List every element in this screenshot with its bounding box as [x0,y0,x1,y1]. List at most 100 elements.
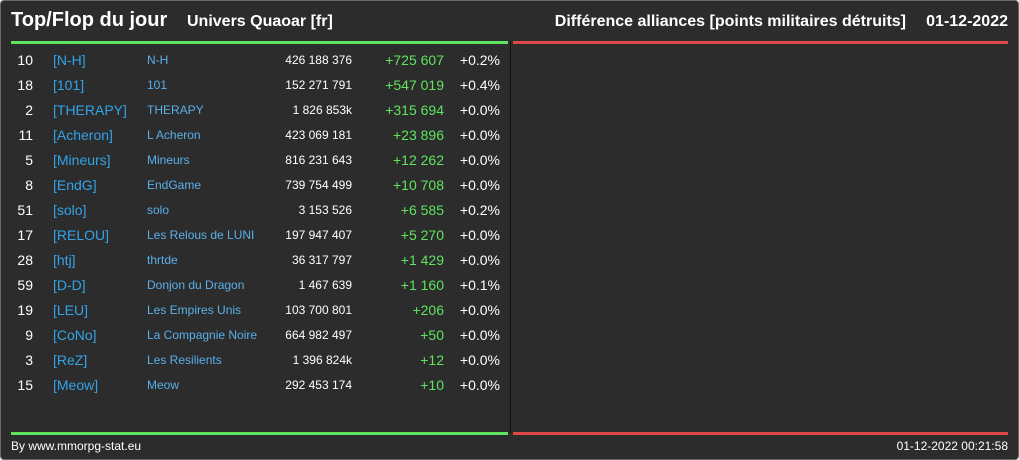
header: Top/Flop du jour Univers Quaoar [fr] Dif… [1,1,1018,41]
alliance-tag-link[interactable]: [EndG] [53,177,97,193]
alliance-delta-percent: +0.0% [459,177,500,193]
metric-label: Différence alliances [points militaires … [554,13,906,30]
alliance-delta-percent: +0.0% [459,302,500,318]
alliance-points: 152 271 791 [285,78,352,92]
alliance-tag-link[interactable]: [D-D] [53,277,86,293]
table-row: 28 [htj] thrtde 36 317 797 +1 429 +0.0% [1,248,510,273]
alliance-delta: +547 019 [385,77,444,93]
alliance-points: 1 826 853k [292,103,352,117]
alliance-delta: +23 896 [393,127,444,143]
alliance-delta: +1 429 [400,252,444,268]
alliance-name-link[interactable]: Meow [147,378,180,392]
alliance-name-link[interactable]: EndGame [147,178,202,192]
alliance-tag-link[interactable]: [CoNo] [53,327,97,343]
alliance-delta-percent: +0.0% [459,327,500,343]
alliance-points: 1 467 639 [298,278,352,292]
alliance-rank: 19 [17,302,33,318]
alliance-points: 292 453 174 [285,378,352,392]
alliance-tag-link[interactable]: [101] [53,77,85,93]
alliance-points: 426 188 376 [285,53,352,67]
alliance-points: 664 982 497 [285,328,352,342]
footer-timestamp: 01-12-2022 00:21:58 [896,439,1008,453]
alliance-delta-percent: +0.2% [459,52,500,68]
alliance-tag-link[interactable]: [Acheron] [53,127,113,143]
alliance-delta: +1 160 [400,277,444,293]
page-title: Top/Flop du jour [11,9,168,31]
alliance-rank: 15 [17,377,33,393]
alliance-name-link[interactable]: N-H [147,53,169,67]
alliance-name-link[interactable]: Les Empires Unis [147,303,242,317]
alliance-delta-percent: +0.2% [459,202,500,218]
alliance-delta: +6 585 [400,202,444,218]
alliance-delta: +315 694 [385,102,444,118]
alliance-delta-percent: +0.0% [459,377,500,393]
alliance-rank: 28 [17,252,33,268]
alliance-name-link[interactable]: La Compagnie Noire [147,328,258,342]
alliance-rank: 18 [17,77,33,93]
alliance-delta-percent: +0.0% [459,102,500,118]
alliance-tag-link[interactable]: [solo] [53,202,87,218]
top-divider-green [11,41,508,44]
alliance-tag-link[interactable]: [LEU] [53,302,89,318]
alliance-name-link[interactable]: Les Resilients [147,353,222,367]
alliance-points: 197 947 407 [285,228,352,242]
table-row: 3 [ReZ] Les Resilients 1 396 824k +12 +0.0% [1,348,510,373]
alliance-delta: +725 607 [385,52,444,68]
table-row: 2 [THERAPY] THERAPY 1 826 853k +315 694 +0.0% [1,98,510,123]
alliance-rank: 11 [18,127,33,143]
universe-label: Univers Quaoar [fr] [187,13,333,30]
table-row: 11 [Acheron] L Acheron 423 069 181 +23 896 +0… [1,123,510,148]
alliance-delta-percent: +0.1% [459,277,500,293]
alliance-rank: 2 [25,102,33,118]
alliance-delta-percent: +0.0% [459,127,500,143]
alliance-name-link[interactable]: L Acheron [147,128,201,142]
alliance-delta: +50 [420,327,444,343]
table-row: 19 [LEU] Les Empires Unis 103 700 801 +206 +0… [1,298,510,323]
alliance-rank: 8 [25,177,33,193]
alliance-rank: 10 [17,52,33,68]
alliance-name-link[interactable]: Donjon du Dragon [147,278,245,292]
alliance-name-link[interactable]: 101 [147,78,168,92]
footer-credit: By www.mmorpg-stat.eu [11,439,142,453]
alliance-tag-link[interactable]: [Meow] [53,377,99,393]
alliance-delta: +12 262 [393,152,444,168]
alliance-name-link[interactable]: THERAPY [147,103,204,117]
header-date: 01-12-2022 [926,13,1008,30]
alliance-delta-percent: +0.0% [459,352,500,368]
alliance-delta-percent: +0.0% [459,227,500,243]
alliance-tag-link[interactable]: [RELOU] [53,227,110,243]
table-row: 59 [D-D] Donjon du Dragon 1 467 639 +1 160 +0… [1,273,510,298]
alliance-delta-percent: +0.4% [459,77,500,93]
alliance-name-link[interactable]: thrtde [147,253,178,267]
table-row: 8 [EndG] EndGame 739 754 499 +10 708 +0.0% [1,173,510,198]
alliance-points: 103 700 801 [285,303,352,317]
alliance-rank: 51 [17,202,33,218]
alliance-rank: 9 [25,327,33,343]
table-row: 17 [RELOU] Les Relous de LUNI 197 947 407 +5… [1,223,510,248]
alliance-points: 3 153 526 [298,203,352,217]
alliance-delta: +12 [420,352,444,368]
alliance-delta: +206 [412,302,444,318]
bottom-divider-green [11,432,508,435]
alliance-points: 36 317 797 [291,253,352,267]
alliance-tag-link[interactable]: [ReZ] [53,352,88,368]
table-row: 10 [N-H] N-H 426 188 376 +725 607 +0.2% [1,48,510,73]
alliance-rank: 17 [17,227,33,243]
alliance-points: 816 231 643 [285,153,352,167]
alliance-rank: 59 [17,277,33,293]
table-row: 9 [CoNo] La Compagnie Noire 664 982 497 +50 +… [1,323,510,348]
alliance-name-link[interactable]: Les Relous de LUNI [147,228,255,242]
table-row: 51 [solo] solo 3 153 526 +6 585 +0.2% [1,198,510,223]
table-row: 15 [Meow] Meow 292 453 174 +10 +0.0% [1,373,510,398]
alliance-name-link[interactable]: Mineurs [147,153,190,167]
alliance-points: 1 396 824k [292,353,352,367]
alliance-tag-link[interactable]: [Mineurs] [53,152,111,168]
table-row: 5 [Mineurs] Mineurs 816 231 643 +12 262 +0.0% [1,148,510,173]
alliance-points: 423 069 181 [285,128,352,142]
alliance-tag-link[interactable]: [htj] [53,252,76,268]
column-divider [510,41,511,433]
alliance-delta: +10 708 [393,177,444,193]
alliance-tag-link[interactable]: [THERAPY] [53,102,127,118]
alliance-name-link[interactable]: solo [147,203,170,217]
alliance-tag-link[interactable]: [N-H] [53,52,86,68]
